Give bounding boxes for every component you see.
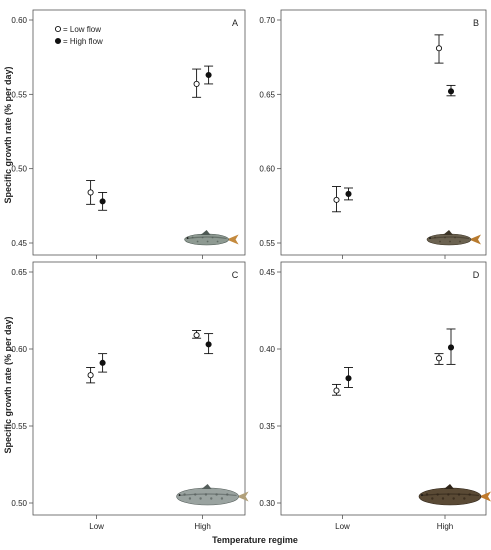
y-tick-label: 0.55: [259, 239, 275, 248]
panel-c: C 0.50 0.55 0.60 0.65 Low High: [11, 261, 249, 531]
legend-label-low-flow: = Low flow: [63, 25, 101, 34]
point-high-flow-low: [99, 359, 106, 366]
y-tick-label: 0.35: [259, 422, 275, 431]
panels: A 0.45 0.50 0.55 0.60 B 0.55 0.60 0.65 0.70 C 0.50 0…: [11, 9, 491, 531]
fish-illustration-icon: [426, 230, 481, 246]
panel-letter: B: [473, 18, 479, 28]
y-tick-label: 0.45: [259, 268, 275, 277]
fish-illustration-icon: [418, 484, 491, 506]
legend-marker-low-flow: [54, 25, 62, 33]
y-tick-label: 0.50: [11, 165, 27, 174]
y-tick-label: 0.70: [259, 16, 275, 25]
y-tick-label: 0.60: [11, 345, 27, 354]
panel-a: A 0.45 0.50 0.55 0.60: [11, 9, 246, 259]
y-axis-title-bottom: Specific growth rate (% per day): [3, 316, 13, 453]
panel-letter: C: [232, 270, 239, 280]
panel-b: B 0.55 0.60 0.65 0.70: [259, 9, 487, 259]
point-high-flow-low: [345, 375, 352, 382]
y-tick-label: 0.30: [259, 499, 275, 508]
fish-illustration-icon: [184, 230, 239, 246]
point-low-flow-low: [333, 196, 340, 203]
point-low-flow-high: [193, 332, 200, 339]
y-tick-label: 0.65: [11, 268, 27, 277]
point-high-flow-high: [205, 71, 212, 79]
point-low-flow-low: [87, 189, 94, 196]
point-high-flow-high: [205, 341, 212, 348]
legend: = Low flow = High flow: [54, 25, 103, 46]
panel-letter: D: [473, 270, 480, 280]
y-tick-label: 0.55: [11, 90, 27, 99]
point-low-flow-high: [435, 45, 443, 52]
y-tick-label: 0.60: [11, 16, 27, 25]
panel-frame: [32, 261, 246, 516]
y-tick-label: 0.50: [11, 499, 27, 508]
panel-frame: [32, 9, 246, 256]
y-tick-label: 0.60: [259, 165, 275, 174]
legend-marker-high-flow: [54, 37, 62, 45]
x-axis-title: Temperature regime: [212, 535, 298, 545]
y-tick-label: 0.55: [11, 422, 27, 431]
fish-illustration-icon: [176, 484, 249, 506]
y-tick-label: 0.40: [259, 345, 275, 354]
y-axis-title-top: Specific growth rate (% per day): [3, 66, 13, 203]
panel-frame: [280, 9, 487, 256]
x-tick-label-low: Low: [89, 522, 104, 531]
point-low-flow-low: [333, 387, 340, 394]
panel-letter: A: [232, 18, 238, 28]
y-tick-label: 0.65: [259, 90, 275, 99]
point-low-flow-high: [435, 355, 443, 362]
legend-label-high-flow: = High flow: [63, 37, 103, 46]
y-tick-label: 0.45: [11, 239, 27, 248]
point-high-flow-low: [345, 190, 352, 197]
point-low-flow-high: [193, 80, 200, 87]
x-tick-label-high: High: [437, 522, 453, 531]
point-high-flow-low: [99, 198, 106, 205]
point-high-flow-high: [447, 344, 455, 351]
x-tick-label-low: Low: [335, 522, 350, 531]
panel-frame: [280, 261, 487, 516]
point-high-flow-high: [447, 88, 455, 95]
panel-d: D 0.30 0.35 0.40 0.45 Low High: [259, 261, 491, 531]
x-tick-label-high: High: [194, 522, 210, 531]
point-low-flow-low: [87, 372, 94, 379]
